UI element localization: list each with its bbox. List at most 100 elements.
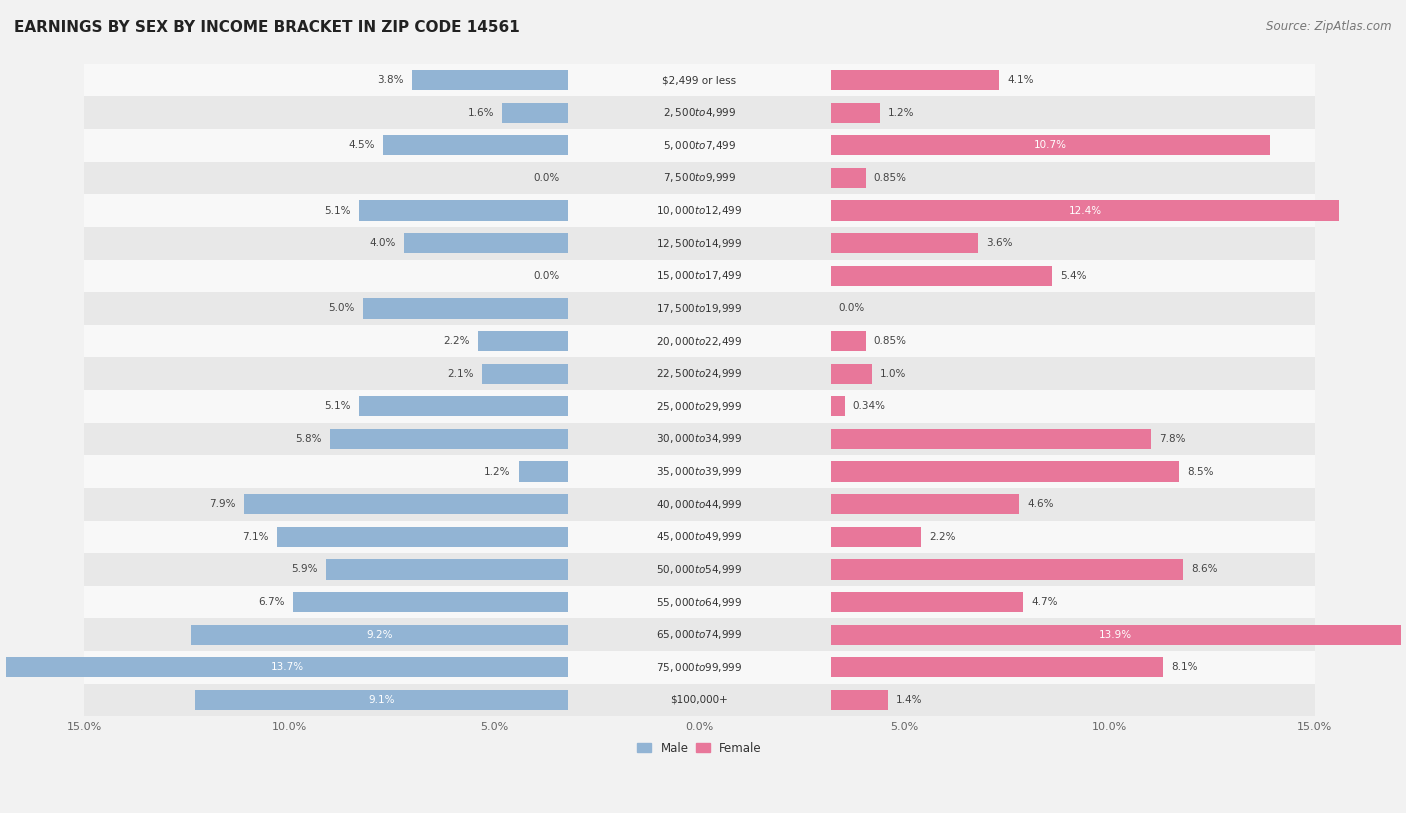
Bar xyxy=(831,70,998,90)
Text: 7.9%: 7.9% xyxy=(209,499,236,509)
Text: 8.1%: 8.1% xyxy=(1171,663,1198,672)
Bar xyxy=(195,690,568,710)
Bar xyxy=(831,396,845,416)
Text: $45,000 to $49,999: $45,000 to $49,999 xyxy=(657,530,742,543)
Bar xyxy=(84,324,1315,358)
Text: $2,499 or less: $2,499 or less xyxy=(662,75,737,85)
Text: 4.7%: 4.7% xyxy=(1032,597,1059,607)
Bar xyxy=(831,429,1150,449)
Text: $22,500 to $24,999: $22,500 to $24,999 xyxy=(657,367,742,380)
Text: 5.4%: 5.4% xyxy=(1060,271,1087,280)
Text: $35,000 to $39,999: $35,000 to $39,999 xyxy=(657,465,742,478)
Text: 0.0%: 0.0% xyxy=(839,303,865,314)
Text: $15,000 to $17,499: $15,000 to $17,499 xyxy=(657,269,742,282)
Text: $75,000 to $99,999: $75,000 to $99,999 xyxy=(657,661,742,674)
Text: 3.8%: 3.8% xyxy=(377,75,404,85)
Text: 1.2%: 1.2% xyxy=(889,107,914,118)
Text: $50,000 to $54,999: $50,000 to $54,999 xyxy=(657,563,742,576)
Bar xyxy=(831,462,1180,482)
Text: 1.2%: 1.2% xyxy=(484,467,510,476)
Bar xyxy=(482,363,568,384)
Text: $12,500 to $14,999: $12,500 to $14,999 xyxy=(657,237,742,250)
Bar xyxy=(831,135,1270,155)
Bar xyxy=(84,423,1315,455)
Text: 7.1%: 7.1% xyxy=(242,532,269,541)
Bar xyxy=(84,455,1315,488)
Bar xyxy=(412,70,568,90)
Text: $5,000 to $7,499: $5,000 to $7,499 xyxy=(662,139,735,152)
Bar xyxy=(84,162,1315,194)
Bar xyxy=(384,135,568,155)
Bar xyxy=(831,559,1184,580)
Bar xyxy=(84,63,1315,97)
Bar xyxy=(84,651,1315,684)
Bar xyxy=(330,429,568,449)
Bar xyxy=(831,201,1340,220)
Text: 6.7%: 6.7% xyxy=(259,597,285,607)
Bar xyxy=(84,553,1315,586)
Text: 0.34%: 0.34% xyxy=(853,402,886,411)
Bar xyxy=(277,527,568,547)
Text: 3.6%: 3.6% xyxy=(987,238,1014,248)
Text: 4.5%: 4.5% xyxy=(349,141,375,150)
Text: $55,000 to $64,999: $55,000 to $64,999 xyxy=(657,596,742,609)
Text: $30,000 to $34,999: $30,000 to $34,999 xyxy=(657,433,742,446)
Bar xyxy=(831,233,979,254)
Bar xyxy=(245,494,568,515)
Text: 0.85%: 0.85% xyxy=(873,336,907,346)
Bar xyxy=(84,390,1315,423)
Bar xyxy=(831,527,921,547)
Bar xyxy=(359,396,568,416)
Text: 12.4%: 12.4% xyxy=(1069,206,1101,215)
Text: 7.8%: 7.8% xyxy=(1159,434,1185,444)
Text: $100,000+: $100,000+ xyxy=(671,695,728,705)
Bar xyxy=(326,559,568,580)
Bar xyxy=(84,520,1315,553)
Bar xyxy=(831,657,1163,677)
Text: 13.9%: 13.9% xyxy=(1099,630,1132,640)
Bar xyxy=(831,363,872,384)
Text: $17,500 to $19,999: $17,500 to $19,999 xyxy=(657,302,742,315)
Text: 0.85%: 0.85% xyxy=(873,173,907,183)
Text: 5.1%: 5.1% xyxy=(325,206,350,215)
Text: $2,500 to $4,999: $2,500 to $4,999 xyxy=(662,107,735,120)
Legend: Male, Female: Male, Female xyxy=(633,737,766,759)
Text: 1.0%: 1.0% xyxy=(880,369,907,379)
Text: 8.5%: 8.5% xyxy=(1188,467,1213,476)
Text: 9.1%: 9.1% xyxy=(368,695,395,705)
Bar xyxy=(84,227,1315,259)
Bar xyxy=(359,201,568,220)
Bar xyxy=(831,494,1019,515)
Text: $25,000 to $29,999: $25,000 to $29,999 xyxy=(657,400,742,413)
Bar xyxy=(84,259,1315,292)
Text: 8.6%: 8.6% xyxy=(1192,564,1218,575)
Bar xyxy=(831,331,866,351)
Text: 9.2%: 9.2% xyxy=(366,630,392,640)
Bar xyxy=(84,586,1315,619)
Text: $10,000 to $12,499: $10,000 to $12,499 xyxy=(657,204,742,217)
Text: 4.1%: 4.1% xyxy=(1007,75,1033,85)
Text: $7,500 to $9,999: $7,500 to $9,999 xyxy=(662,172,735,185)
Bar xyxy=(831,266,1052,286)
Bar xyxy=(84,358,1315,390)
Text: 2.2%: 2.2% xyxy=(443,336,470,346)
Text: 5.0%: 5.0% xyxy=(329,303,354,314)
Text: EARNINGS BY SEX BY INCOME BRACKET IN ZIP CODE 14561: EARNINGS BY SEX BY INCOME BRACKET IN ZIP… xyxy=(14,20,520,35)
Bar xyxy=(478,331,568,351)
Text: 5.9%: 5.9% xyxy=(291,564,318,575)
Text: Source: ZipAtlas.com: Source: ZipAtlas.com xyxy=(1267,20,1392,33)
Text: 2.2%: 2.2% xyxy=(929,532,956,541)
Text: 0.0%: 0.0% xyxy=(534,271,560,280)
Bar xyxy=(831,167,866,188)
Bar xyxy=(519,462,568,482)
Bar xyxy=(404,233,568,254)
Bar xyxy=(363,298,568,319)
Text: 13.7%: 13.7% xyxy=(270,663,304,672)
Text: 0.0%: 0.0% xyxy=(534,173,560,183)
Bar xyxy=(84,488,1315,520)
Bar xyxy=(294,592,568,612)
Bar xyxy=(831,624,1400,645)
Text: 1.6%: 1.6% xyxy=(468,107,495,118)
Bar xyxy=(6,657,568,677)
Bar xyxy=(831,102,880,123)
